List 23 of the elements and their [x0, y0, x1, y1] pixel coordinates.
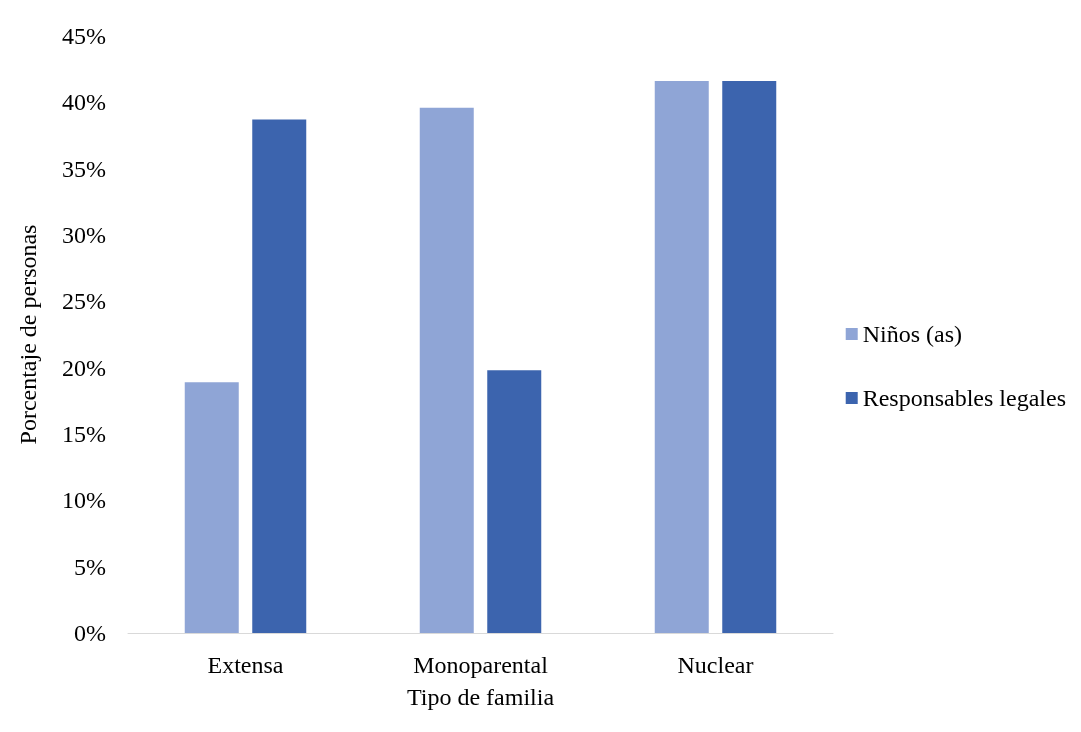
x-tick-label: Monoparental — [413, 652, 549, 678]
y-tick-label: 40% — [62, 89, 106, 116]
bar — [487, 370, 542, 633]
legend-label: Niños (as) — [862, 321, 963, 347]
x-axis-title: Tipo de familia — [406, 684, 555, 710]
y-tick-label: 5% — [74, 553, 106, 580]
y-tick-label: 35% — [62, 155, 106, 182]
y-tick-label: 20% — [62, 354, 106, 381]
y-tick-label: 30% — [62, 222, 106, 248]
y-tick-label: 45% — [62, 23, 106, 49]
x-tick-label: Nuclear — [677, 652, 754, 678]
y-tick-label: 0% — [74, 620, 106, 646]
y-tick-label: 15% — [62, 421, 106, 447]
y-axis-title: Porcentaje de personas — [15, 224, 41, 445]
y-tick-label: 10% — [62, 487, 106, 514]
y-tick-label: 25% — [62, 288, 106, 315]
legend-label: Responsables legales — [862, 385, 1067, 411]
x-tick-label: Extensa — [207, 652, 284, 678]
bar — [252, 119, 307, 633]
bar — [184, 382, 239, 633]
bar — [419, 107, 474, 633]
bar — [654, 81, 709, 633]
bar — [722, 81, 777, 633]
